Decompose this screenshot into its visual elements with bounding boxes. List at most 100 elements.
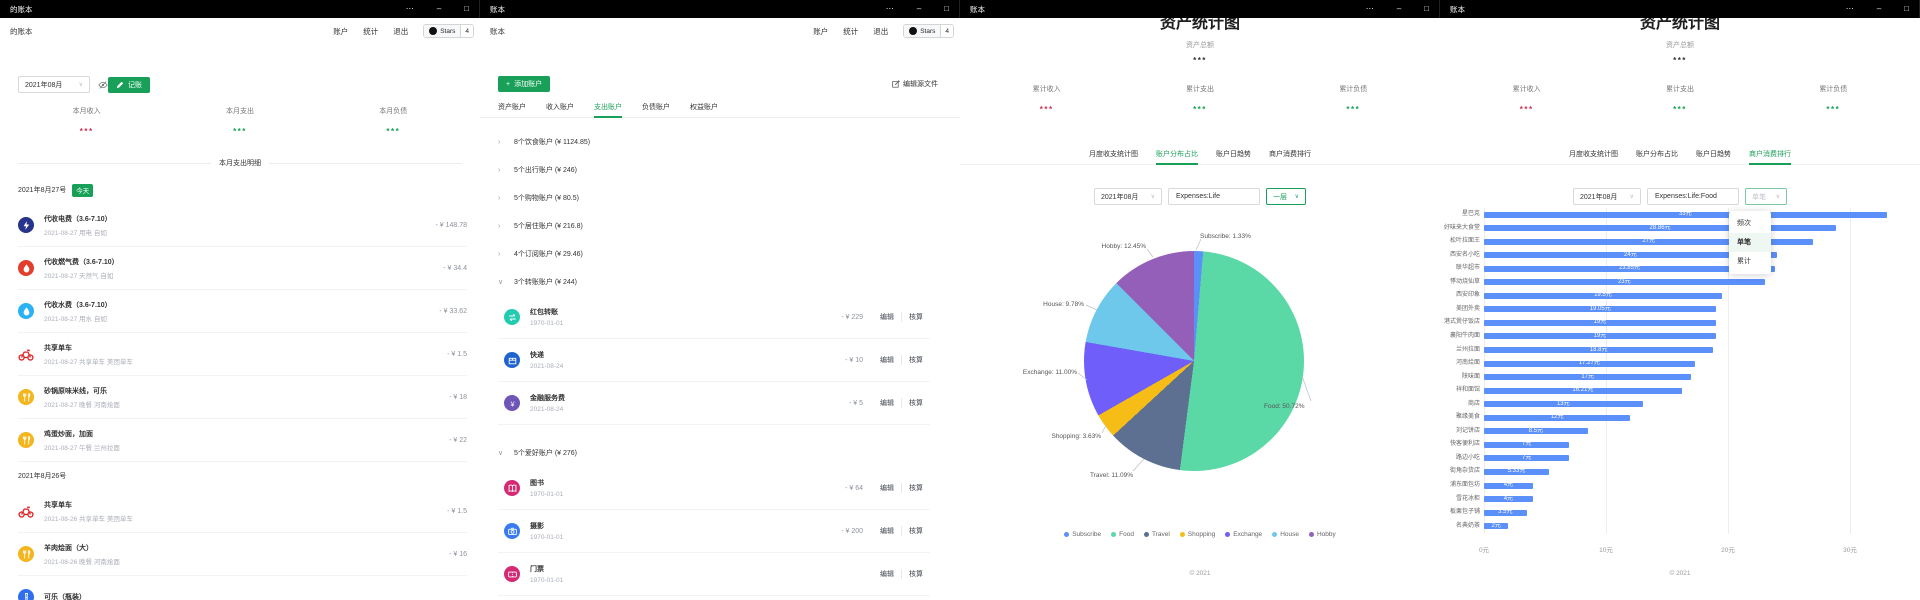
bar-row[interactable]: 港式煲仔饭店 19元: [1440, 316, 1920, 329]
minimize-icon[interactable]: –: [1396, 4, 1402, 13]
bar-row[interactable]: 商店 13元: [1440, 398, 1920, 411]
bar-row[interactable]: 浦东面包坊 4元: [1440, 479, 1920, 492]
month-select[interactable]: 2021年08月 ∨: [18, 76, 90, 93]
bar[interactable]: [1484, 252, 1777, 259]
maximize-icon[interactable]: □: [1424, 4, 1429, 13]
chevron-down-icon[interactable]: ∨: [498, 450, 504, 457]
account-group-row[interactable]: ∨ 3个转账账户 (¥ 244): [498, 268, 930, 296]
tab-account-distribution[interactable]: 账户分布占比: [1636, 150, 1678, 158]
transaction-row[interactable]: 可乐（瓶装）: [18, 576, 467, 600]
bar-row[interactable]: 祥和面馆 16.21元: [1440, 384, 1920, 397]
account-row[interactable]: 图书 1970-01-01 - ¥ 64 编辑 核算: [498, 467, 930, 510]
tab-daily-trend[interactable]: 账户日趋势: [1216, 150, 1251, 158]
bar-row[interactable]: 名典奶茶 2元: [1440, 520, 1920, 533]
bar-row[interactable]: 陕味面 17元: [1440, 371, 1920, 384]
bar[interactable]: [1484, 468, 1550, 475]
tab-liability-accounts[interactable]: 负债账户: [642, 104, 670, 111]
legend-item[interactable]: Exchange: [1225, 531, 1262, 538]
bar[interactable]: [1484, 238, 1814, 245]
transaction-row[interactable]: 砂锅原味米线，可乐 2021-08-27 晚餐 河南烩面 - ¥ 18: [18, 376, 467, 419]
bar[interactable]: [1484, 482, 1533, 489]
github-stars-badge[interactable]: Stars 4: [423, 24, 474, 38]
bar[interactable]: [1484, 455, 1570, 462]
bar[interactable]: [1484, 414, 1631, 421]
add-account-button[interactable]: + 添加账户: [498, 76, 551, 92]
edit-link[interactable]: 编辑: [880, 571, 894, 578]
record-button[interactable]: 记账: [108, 76, 150, 93]
bar-row[interactable]: 好味来大食堂 28.86元: [1440, 222, 1920, 235]
bar-row[interactable]: 襄阳牛肉面 19元: [1440, 330, 1920, 343]
account-row[interactable]: 快递 2021-08-24 - ¥ 10 编辑 核算: [498, 339, 930, 382]
nav-stats[interactable]: 统计: [843, 26, 859, 36]
bar-row[interactable]: 西安名小吃 24元: [1440, 249, 1920, 262]
chevron-right-icon[interactable]: ›: [498, 222, 501, 230]
bar[interactable]: [1484, 360, 1695, 367]
legend-item[interactable]: Travel: [1143, 531, 1170, 538]
edit-link[interactable]: 编辑: [880, 528, 894, 535]
transaction-row[interactable]: 鸡蛋炒面，加面 2021-08-27 午餐 兰州拉面 - ¥ 22: [18, 419, 467, 462]
chevron-down-icon[interactable]: ∨: [498, 279, 504, 286]
nav-stats[interactable]: 统计: [363, 26, 379, 36]
menu-icon[interactable]: ⋯: [885, 4, 894, 13]
chevron-right-icon[interactable]: ›: [498, 166, 501, 174]
account-group-row[interactable]: › 5个出行账户 (¥ 246): [498, 156, 930, 184]
bar-row[interactable]: 聚缘美食 12元: [1440, 411, 1920, 424]
tab-account-distribution[interactable]: 账户分布占比: [1156, 143, 1198, 165]
edit-source-link[interactable]: 编辑源文件: [892, 79, 938, 89]
menu-icon[interactable]: ⋯: [405, 4, 414, 13]
account-row[interactable]: 红包转账 1970-01-01 - ¥ 229 编辑 核算: [498, 296, 930, 339]
edit-link[interactable]: 编辑: [880, 357, 894, 364]
tab-equity-accounts[interactable]: 权益账户: [690, 104, 718, 111]
audit-link[interactable]: 核算: [901, 483, 930, 493]
chevron-right-icon[interactable]: ›: [498, 194, 501, 202]
audit-link[interactable]: 核算: [901, 398, 930, 408]
filter-input[interactable]: Expenses:Life:Food: [1647, 188, 1739, 205]
bar[interactable]: [1484, 428, 1588, 435]
month-select[interactable]: 2021年08月 ∨: [1573, 188, 1641, 205]
tab-daily-trend[interactable]: 账户日趋势: [1696, 150, 1731, 158]
dropdown-option[interactable]: 频次: [1737, 220, 1751, 227]
depth-select[interactable]: 一层 ∨: [1266, 188, 1306, 205]
bar[interactable]: [1484, 347, 1714, 353]
window-titlebar[interactable]: 账本 ⋯ – □: [960, 0, 1440, 18]
transaction-row[interactable]: 共享单车 2021-08-27 共享单车 美团单车 - ¥ 1.5: [18, 333, 467, 376]
brand[interactable]: 的账本: [10, 26, 33, 36]
transaction-row[interactable]: 代收水费（3.6-7.10） 2021-08-27 用水 自如 - ¥ 33.62: [18, 290, 467, 333]
month-select[interactable]: 2021年08月 ∨: [1094, 188, 1162, 205]
tab-asset-accounts[interactable]: 资产账户: [498, 104, 526, 111]
account-row[interactable]: 门票 1970-01-01 编辑 核算: [498, 553, 930, 596]
nav-accounts[interactable]: 账户: [333, 26, 349, 36]
transaction-row[interactable]: 羊肉烩面（大） 2021-08-26 晚餐 河南烩面 - ¥ 16: [18, 533, 467, 576]
filter-input[interactable]: Expenses:Life: [1168, 188, 1260, 205]
audit-link[interactable]: 核算: [901, 312, 930, 322]
bar[interactable]: [1484, 496, 1533, 503]
bar-row[interactable]: 兰州拉面 18.8元: [1440, 344, 1920, 357]
bar-row[interactable]: 雪花冰柜 4元: [1440, 493, 1920, 506]
bar-row[interactable]: 板栗包子铺 3.5元: [1440, 506, 1920, 519]
edit-link[interactable]: 编辑: [880, 314, 894, 321]
bar-row[interactable]: 星巴克 33元: [1440, 208, 1920, 221]
github-stars-badge[interactable]: Stars 4: [903, 24, 954, 38]
dropdown-option[interactable]: 累计: [1737, 258, 1751, 265]
bar-row[interactable]: 松叶拉面王 27元: [1440, 235, 1920, 248]
chevron-right-icon[interactable]: ›: [498, 138, 501, 146]
menu-icon[interactable]: ⋯: [1845, 4, 1854, 13]
edit-link[interactable]: 编辑: [880, 485, 894, 492]
bar-row[interactable]: 悸动烧仙草 23元: [1440, 276, 1920, 289]
minimize-icon[interactable]: –: [436, 4, 442, 13]
bar[interactable]: [1484, 509, 1527, 516]
bar-row[interactable]: 路边小吃 7元: [1440, 452, 1920, 465]
bar[interactable]: [1484, 387, 1682, 394]
bar[interactable]: [1484, 319, 1716, 326]
tab-monthly-chart[interactable]: 月度收支统计图: [1089, 150, 1138, 158]
bar-row[interactable]: 美团外卖 19.05元: [1440, 303, 1920, 316]
legend-item[interactable]: House: [1272, 531, 1299, 538]
account-row[interactable]: ¥ 金融服务费 2021-08-24 - ¥ 5 编辑 核算: [498, 382, 930, 425]
bar[interactable]: [1484, 279, 1765, 286]
account-group-row[interactable]: ∨ 5个爱好账户 (¥ 276): [498, 439, 930, 467]
audit-link[interactable]: 核算: [901, 526, 930, 536]
window-titlebar[interactable]: 的账本 ⋯ – □: [0, 0, 480, 18]
bar[interactable]: [1484, 333, 1716, 340]
nav-logout[interactable]: 退出: [873, 26, 889, 36]
bar[interactable]: [1484, 211, 1887, 218]
